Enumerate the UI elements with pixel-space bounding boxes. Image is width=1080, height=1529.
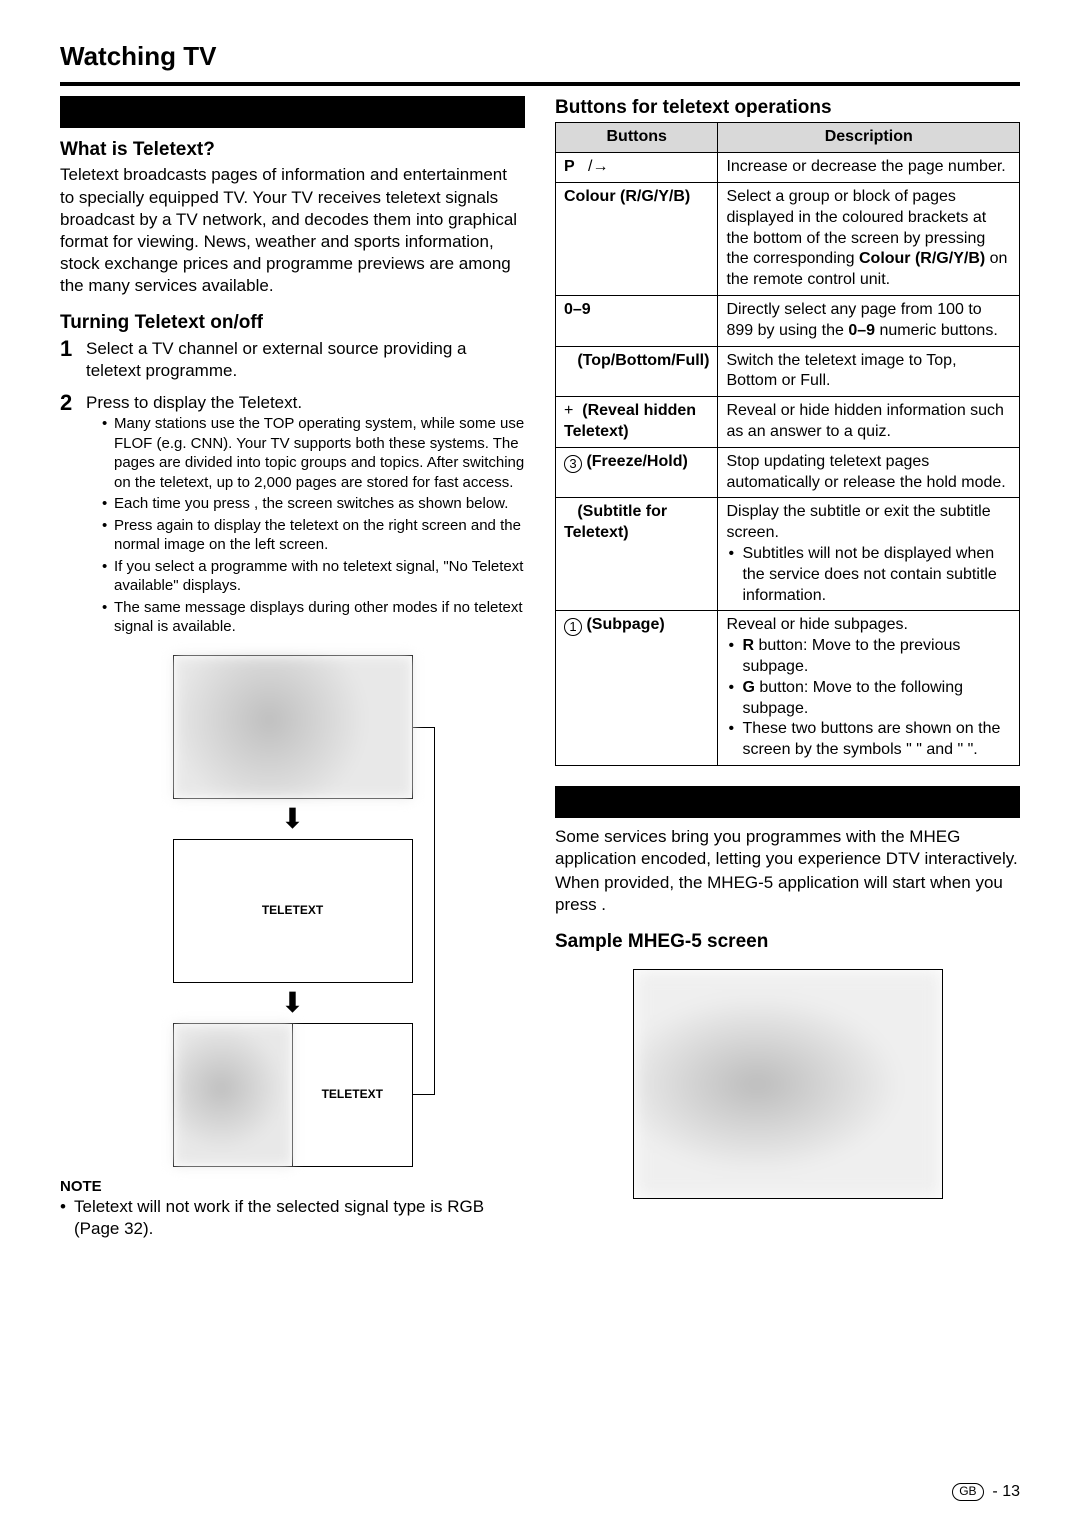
right-column: Buttons for teletext operations Buttons … xyxy=(555,96,1020,1240)
step-2-bullet-4: If you select a programme with no telete… xyxy=(102,557,525,596)
btn-cell-page: P /→ xyxy=(556,153,718,183)
note-label: NOTE xyxy=(60,1177,525,1197)
desc-cell-subpage: Reveal or hide subpages. R button: Move … xyxy=(718,611,1020,766)
left-column: What is Teletext? Teletext broadcasts pa… xyxy=(60,96,525,1240)
table-row: (Subtitle for Teletext) Display the subt… xyxy=(556,498,1020,611)
th-buttons: Buttons xyxy=(556,123,718,153)
teletext-cycle-diagram: ⬇ TELETEXT ⬇ TELETEXT xyxy=(153,655,433,1167)
desc-cell-09: Directly select any page from 100 to 899… xyxy=(718,296,1020,347)
diagram-screen-3-image xyxy=(174,1024,293,1166)
section-bar-mheg xyxy=(555,786,1020,818)
table-row: 3 (Freeze/Hold) Stop updating teletext p… xyxy=(556,447,1020,498)
step-2-bullet-3: Press again to display the teletext on t… xyxy=(102,516,525,555)
title-rule xyxy=(60,82,1020,86)
arrow-down-2: ⬇ xyxy=(281,989,304,1017)
step-number-1: 1 xyxy=(60,338,86,382)
region-badge: GB xyxy=(952,1483,983,1501)
teletext-buttons-table: Buttons Description P /→ Increase or dec… xyxy=(555,122,1020,766)
desc-cell-topbottom: Switch the teletext image to Top, Bottom… xyxy=(718,346,1020,397)
step-2-bullet-1: Many stations use the TOP operating syst… xyxy=(102,414,525,492)
heading-sample-mheg: Sample MHEG-5 screen xyxy=(555,930,1020,955)
step-1-text: Select a TV channel or external source p… xyxy=(86,338,525,382)
mheg-sample-blur xyxy=(634,970,942,1198)
desc-cell-subtitle: Display the subtitle or exit the subtitl… xyxy=(718,498,1020,611)
table-header-row: Buttons Description xyxy=(556,123,1020,153)
mheg-sample-screen xyxy=(633,969,943,1199)
step-2-lead: Press to display the Teletext. xyxy=(86,393,302,412)
diagram-screen-2-teletext: TELETEXT xyxy=(174,840,412,982)
heading-buttons-teletext: Buttons for teletext operations xyxy=(555,96,1020,121)
section-bar-teletext xyxy=(60,96,525,128)
btn-cell-subpage: 1 (Subpage) xyxy=(556,611,718,766)
diagram-screen-3-teletext: TELETEXT xyxy=(292,1024,412,1166)
th-description: Description xyxy=(718,123,1020,153)
desc-cell-freeze: Stop updating teletext pages automatical… xyxy=(718,447,1020,498)
mheg-para-2: When provided, the MHEG-5 application wi… xyxy=(555,872,1020,916)
step-2-bullet-2: Each time you press , the screen switche… xyxy=(102,494,525,514)
step-number-2: 2 xyxy=(60,392,86,639)
page-footer: GB - 13 xyxy=(952,1482,1020,1503)
mheg-para-1: Some services bring you programmes with … xyxy=(555,826,1020,870)
note-list: Teletext will not work if the selected s… xyxy=(60,1196,525,1240)
page-title: Watching TV xyxy=(60,40,1020,74)
btn-cell-09: 0–9 xyxy=(556,296,718,347)
step-2-body: Press to display the Teletext. Many stat… xyxy=(86,392,525,639)
loop-line xyxy=(413,727,435,1095)
step-2-bullets: Many stations use the TOP operating syst… xyxy=(86,414,525,637)
turning-teletext-steps: 1 Select a TV channel or external source… xyxy=(60,338,525,639)
page-number: 13 xyxy=(1002,1483,1020,1500)
two-column-layout: What is Teletext? Teletext broadcasts pa… xyxy=(60,96,1020,1240)
diagram-screen-3: TELETEXT xyxy=(173,1023,413,1167)
btn-cell-subtitle: (Subtitle for Teletext) xyxy=(556,498,718,611)
heading-turning-teletext: Turning Teletext on/off xyxy=(60,311,525,336)
desc-cell-reveal: Reveal or hide hidden information such a… xyxy=(718,397,1020,448)
diagram-screen-2: TELETEXT xyxy=(173,839,413,983)
step-2-bullet-5: The same message displays during other m… xyxy=(102,598,525,637)
diagram-screen-1-image xyxy=(174,656,412,798)
arrow-down-1: ⬇ xyxy=(281,805,304,833)
table-row: P /→ Increase or decrease the page numbe… xyxy=(556,153,1020,183)
what-is-teletext-para: Teletext broadcasts pages of information… xyxy=(60,164,525,297)
table-row: + (Reveal hidden Teletext) Reveal or hid… xyxy=(556,397,1020,448)
diagram-screen-1 xyxy=(173,655,413,799)
table-row: (Top/Bottom/Full) Switch the teletext im… xyxy=(556,346,1020,397)
desc-cell-colour: Select a group or block of pages display… xyxy=(718,183,1020,296)
btn-cell-colour: Colour (R/G/Y/B) xyxy=(556,183,718,296)
btn-cell-topbottom: (Top/Bottom/Full) xyxy=(556,346,718,397)
note-text: Teletext will not work if the selected s… xyxy=(60,1196,525,1240)
table-row: 0–9 Directly select any page from 100 to… xyxy=(556,296,1020,347)
table-row: 1 (Subpage) Reveal or hide subpages. R b… xyxy=(556,611,1020,766)
table-row: Colour (R/G/Y/B) Select a group or block… xyxy=(556,183,1020,296)
btn-cell-freeze: 3 (Freeze/Hold) xyxy=(556,447,718,498)
btn-cell-reveal: + (Reveal hidden Teletext) xyxy=(556,397,718,448)
desc-cell-page: Increase or decrease the page number. xyxy=(718,153,1020,183)
heading-what-is-teletext: What is Teletext? xyxy=(60,138,525,163)
